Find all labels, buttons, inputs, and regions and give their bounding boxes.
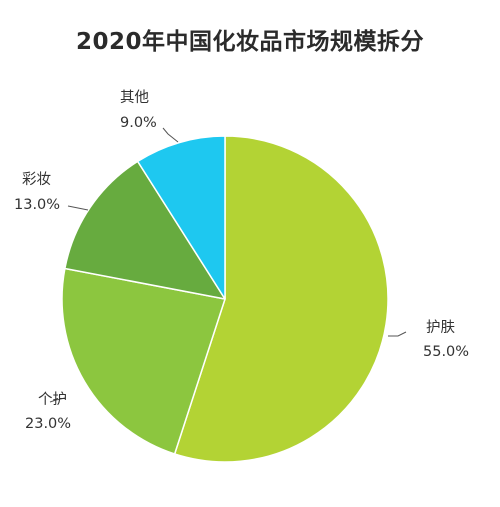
slice-value-label-1: 55.0%: [423, 344, 469, 360]
leader-line-1: [388, 331, 407, 337]
slice-value-label-4: 9.0%: [120, 115, 157, 131]
pie-slice-4: [136, 135, 226, 300]
leader-line-3: [67, 205, 89, 211]
slice-name-label-3: 彩妆: [22, 171, 51, 188]
slice-value-label-2: 23.0%: [25, 416, 71, 432]
chart-title: 2020年中国化妆品市场规模拆分: [75, 29, 424, 55]
pie-slice-2: [61, 267, 226, 455]
leader-line-2: [49, 397, 66, 403]
slice-name-label-4: 其他: [120, 89, 149, 106]
slice-value-label-3: 13.0%: [14, 197, 60, 213]
pie-slice-3: [64, 160, 226, 300]
leader-line-4: [162, 127, 179, 143]
slice-name-label-2: 个护: [38, 391, 67, 408]
pie-slice-1: [173, 135, 389, 463]
slice-name-label-1: 护肤: [426, 319, 455, 336]
